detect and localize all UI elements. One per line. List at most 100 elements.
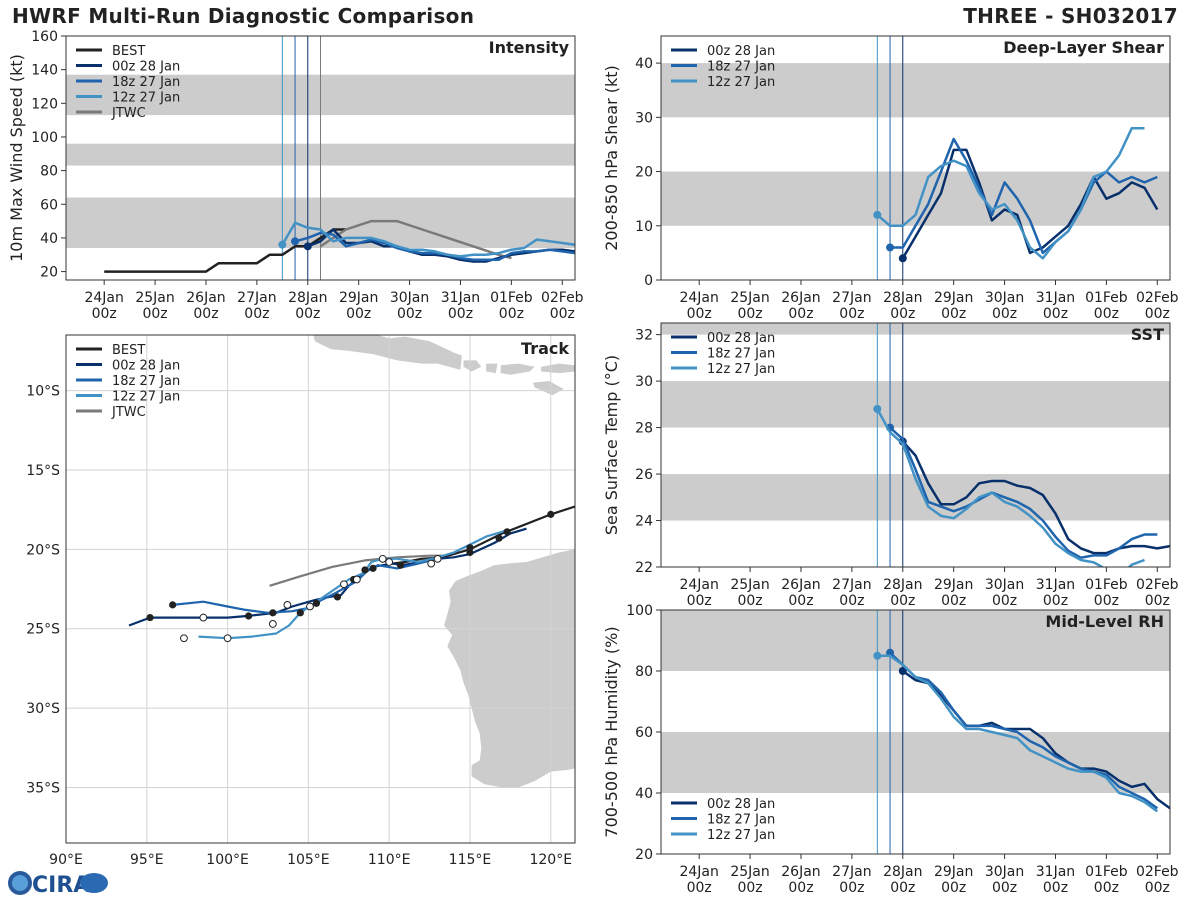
rh-title: Mid-Level RH (1045, 612, 1164, 631)
track-lat-label: 25°S (26, 622, 60, 638)
intensity-xtick-label-hour: 00z (550, 306, 575, 322)
intensity-xtick-label-hour: 00z (244, 306, 269, 322)
rh-xtick-label: 27Jan (832, 864, 871, 880)
track-lon-label: 115°E (449, 852, 492, 868)
shear-title: Deep-Layer Shear (1003, 38, 1164, 57)
intensity-marker-run00-0 (303, 242, 312, 251)
sst-series-run00 (901, 440, 1170, 555)
cira-logo: CIRA (8, 871, 108, 898)
intensity-xtick-label-hour: 00z (499, 306, 524, 322)
sst-xtick-label-hour: 00z (941, 593, 966, 609)
track-lat-label: 10°S (26, 384, 60, 400)
track-fix-filled-3-2 (333, 593, 342, 601)
rh-marker-run12-0 (873, 651, 882, 660)
land-flores (541, 363, 575, 374)
track-legend-label-run00: 00z 28 Jan (112, 359, 180, 374)
track-fix-filled-3-0 (361, 566, 369, 574)
rh-xtick-label: 25Jan (730, 864, 769, 880)
intensity-xtick-label: 31Jan (441, 290, 480, 306)
sst-xtick-label: 30Jan (985, 577, 1024, 593)
sst-xtick-label: 31Jan (1036, 577, 1075, 593)
intensity-chart: 2040608010012014016024Jan00z25Jan00z26Ja… (7, 29, 584, 322)
intensity-xtick-label: 28Jan (288, 290, 327, 306)
sst-frame (660, 322, 1171, 568)
intensity-plot-area (66, 36, 575, 280)
shear-xtick-label-hour: 00z (737, 306, 762, 322)
intensity-xtick-label: 26Jan (186, 290, 225, 306)
track-fix-open-5-5 (180, 634, 188, 643)
intensity-marker-run12-0 (278, 240, 287, 249)
sst-ytick-label: 26 (635, 467, 653, 483)
sst-ytick-label: 32 (635, 328, 653, 344)
track-fix-filled-3-7 (146, 613, 154, 622)
shear-ylabel: 200-850 hPa Shear (kt) (602, 65, 621, 251)
track-fix-open-5-2 (306, 602, 314, 611)
intensity-xtick-label: 29Jan (339, 290, 378, 306)
land-australia (444, 549, 575, 788)
track-lat-label: 35°S (26, 780, 60, 796)
rh-chart: 2040608010024Jan00z25Jan00z26Jan00z27Jan… (602, 603, 1179, 896)
rh-xtick-label: 26Jan (781, 864, 820, 880)
sst-band-1 (661, 381, 1170, 428)
track-lon-label: 105°E (287, 852, 330, 868)
intensity-marker-run18-0 (291, 237, 300, 246)
track-lon-label: 95°E (130, 852, 164, 868)
track-fix-filled-3-4 (296, 609, 304, 617)
intensity-xtick-label-hour: 00z (346, 306, 371, 322)
shear-frame (660, 35, 1171, 281)
shear-xtick-label: 01Feb (1085, 290, 1128, 306)
sst-xtick-label-hour: 00z (687, 593, 712, 609)
shear-xtick-label-hour: 00z (1043, 306, 1068, 322)
track-lat-label: 30°S (26, 701, 60, 717)
track-lon-label: 110°E (368, 852, 411, 868)
shear-xtick-label: 31Jan (1036, 290, 1075, 306)
sst-xtick-label-hour: 00z (1043, 593, 1068, 609)
sst-xtick-label: 26Jan (781, 577, 820, 593)
shear-legend-label-run18: 18z 27 Jan (707, 60, 775, 75)
sst-xtick-label-hour: 00z (890, 593, 915, 609)
rh-ytick-label: 40 (635, 786, 653, 802)
rh-ylabel: 700-500 hPa Humidity (%) (602, 626, 621, 837)
intensity-ytick-label: 140 (31, 63, 58, 79)
intensity-legend-label-run12: 12z 27 Jan (112, 91, 180, 106)
rh-xtick-label: 24Jan (679, 864, 718, 880)
sst-xtick-label: 02Feb (1136, 577, 1179, 593)
sst-xtick-label-hour: 00z (1094, 593, 1119, 609)
sst-xtick-label-hour: 00z (839, 593, 864, 609)
shear-ytick-label: 20 (635, 165, 653, 181)
rh-xtick-label-hour: 00z (992, 880, 1017, 896)
shear-xtick-label-hour: 00z (788, 306, 813, 322)
track-line-run18-4 (172, 557, 438, 614)
intensity-ytick-label: 160 (31, 29, 58, 45)
figure-title: HWRF Multi-Run Diagnostic Comparison (12, 4, 475, 28)
intensity-xtick-label: 02Feb (541, 290, 584, 306)
rh-band-0 (661, 732, 1170, 793)
sst-xtick-label-hour: 00z (1145, 593, 1170, 609)
track-lon-label: 90°E (49, 852, 83, 868)
land-java (313, 335, 462, 370)
sst-legend-label-run12: 12z 27 Jan (707, 362, 775, 377)
land-bali (463, 360, 482, 372)
rh-legend-label-run12: 12z 27 Jan (707, 828, 775, 843)
sst-series-run12 (876, 408, 1145, 567)
sst-xtick-label: 25Jan (730, 577, 769, 593)
intensity-legend-label-best: BEST (112, 44, 145, 59)
intensity-ytick-label: 20 (40, 265, 58, 281)
track-legend-label-run18: 18z 27 Jan (112, 374, 180, 389)
track-fix-filled-3-3 (312, 599, 321, 607)
sst-plot-area (661, 323, 1170, 567)
intensity-ytick-label: 100 (31, 130, 58, 146)
shear-marker-run12-0 (873, 210, 882, 219)
intensity-xtick-label-hour: 00z (193, 306, 218, 322)
shear-xtick-label-hour: 00z (1145, 306, 1170, 322)
rh-xtick-label-hour: 00z (1043, 880, 1068, 896)
rh-ytick-label: 20 (635, 847, 653, 863)
satellite-icon (80, 873, 108, 893)
rh-xtick-label: 29Jan (934, 864, 973, 880)
shear-xtick-label: 26Jan (781, 290, 820, 306)
intensity-legend-label-jtwc: JTWC (111, 106, 146, 121)
